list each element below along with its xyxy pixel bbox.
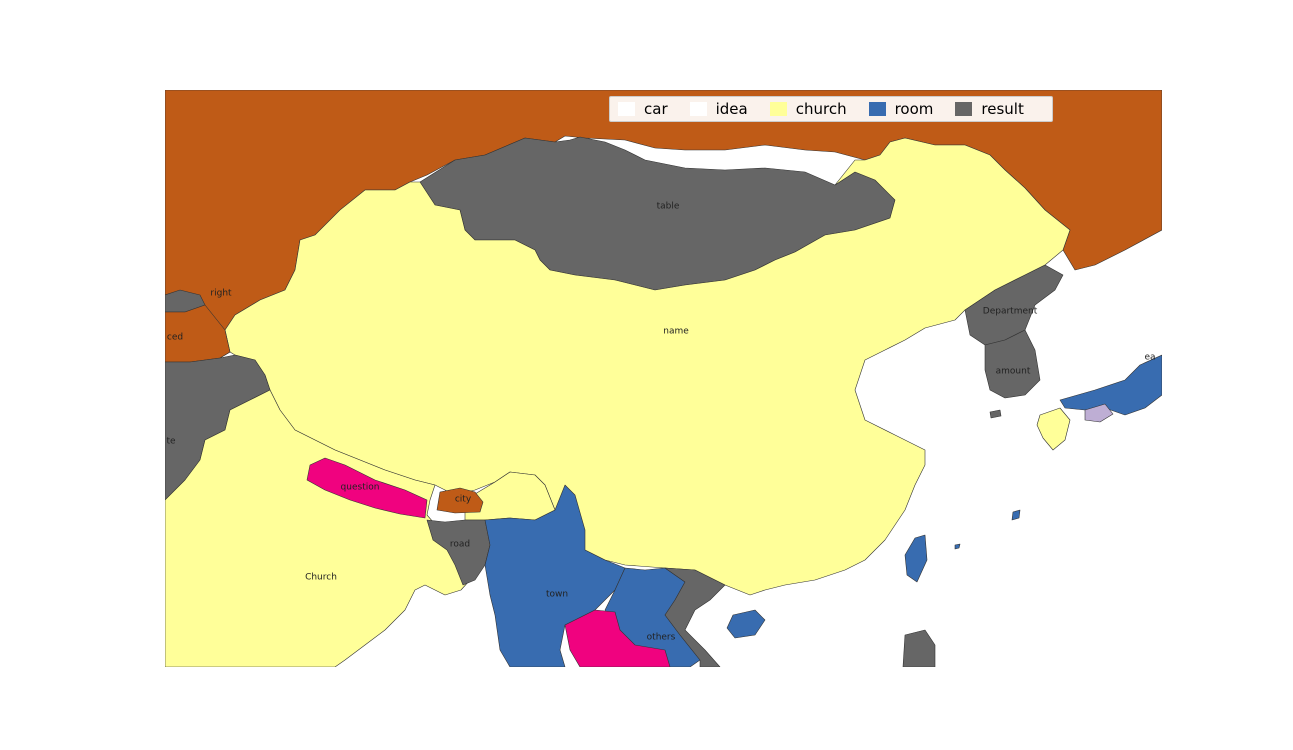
label-right: right bbox=[210, 289, 232, 299]
label-question: question bbox=[341, 483, 380, 493]
region-japan-honshu bbox=[1059, 354, 1162, 416]
label-ea: ea bbox=[1144, 353, 1155, 363]
region-island-3 bbox=[954, 543, 961, 550]
region-hainan bbox=[726, 609, 766, 639]
label-others: others bbox=[647, 633, 676, 643]
region-nepal bbox=[306, 457, 428, 519]
label-road: road bbox=[450, 540, 470, 550]
region-bangladesh bbox=[426, 519, 491, 586]
label-amount: amount bbox=[996, 367, 1031, 377]
label-te: te bbox=[166, 437, 176, 447]
region-bhutan bbox=[436, 487, 484, 514]
map-canvas: table name right ced te question city ro… bbox=[165, 90, 1162, 667]
legend-item-car: car bbox=[618, 100, 668, 118]
legend-swatch-idea bbox=[689, 102, 707, 116]
region-island-1 bbox=[989, 409, 1002, 419]
legend-label-car: car bbox=[644, 100, 668, 118]
region-island-2 bbox=[1011, 509, 1021, 521]
label-table: table bbox=[657, 202, 680, 212]
map-legend: car idea church room result bbox=[609, 96, 1053, 122]
legend-swatch-car bbox=[618, 102, 635, 116]
label-name: name bbox=[663, 327, 689, 337]
region-japan-kyushu bbox=[1036, 407, 1071, 451]
legend-item-idea: idea bbox=[689, 100, 748, 118]
legend-swatch-room bbox=[868, 102, 886, 116]
legend-swatch-result bbox=[955, 102, 973, 116]
label-ced: ced bbox=[167, 333, 183, 343]
region-philippines bbox=[902, 629, 936, 667]
label-town: town bbox=[546, 590, 568, 600]
legend-item-church: church bbox=[769, 100, 847, 118]
region-north-korea bbox=[964, 264, 1064, 346]
region-thailand bbox=[564, 609, 671, 667]
label-church: Church bbox=[305, 573, 337, 583]
region-myanmar bbox=[484, 484, 626, 667]
region-south-korea bbox=[984, 329, 1041, 399]
legend-label-idea: idea bbox=[715, 100, 748, 118]
region-japan-shikoku bbox=[1084, 403, 1114, 423]
legend-swatch-church bbox=[769, 102, 787, 116]
label-department: Department bbox=[983, 307, 1038, 317]
label-city: city bbox=[455, 495, 472, 505]
region-india bbox=[165, 389, 471, 667]
legend-item-result: result bbox=[955, 100, 1024, 118]
legend-label-result: result bbox=[981, 100, 1024, 118]
region-vietnam bbox=[664, 567, 726, 667]
region-taiwan bbox=[904, 534, 928, 583]
legend-label-church: church bbox=[795, 100, 847, 118]
map-area: table name right ced te question city ro… bbox=[165, 90, 1162, 667]
legend-item-room: room bbox=[868, 100, 934, 118]
legend-label-room: room bbox=[894, 100, 934, 118]
